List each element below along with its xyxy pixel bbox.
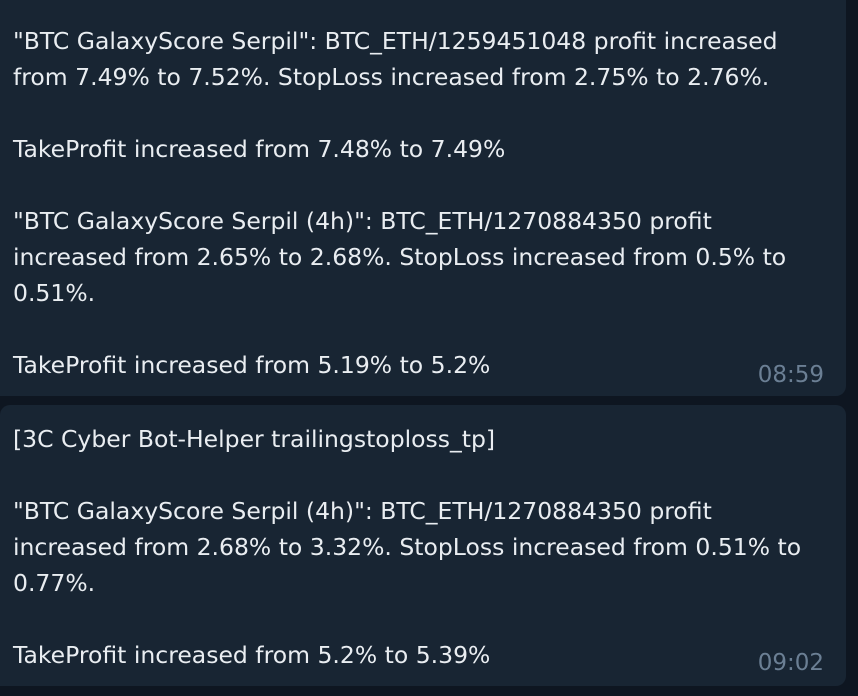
message-text-line: 0.51%. [13, 279, 96, 307]
message-text-line: "BTC GalaxyScore Serpil": BTC_ETH/125945… [13, 27, 778, 55]
message-text-line: increased from 2.65% to 2.68%. StopLoss … [13, 243, 787, 271]
message-text-line: 0.77%. [13, 569, 96, 597]
message-bubble[interactable]: [3C Cyber Bot-Helper trailingstoploss_tp… [0, 405, 846, 686]
message-bubble[interactable]: "BTC GalaxyScore Serpil": BTC_ETH/125945… [0, 0, 846, 396]
chat-background-edge [846, 0, 858, 696]
message-text-line: "BTC GalaxyScore Serpil (4h)": BTC_ETH/1… [13, 207, 712, 235]
message-blank-line [13, 95, 806, 131]
message-blank-line [13, 311, 806, 347]
message-blank-line [13, 457, 806, 493]
message-text-line: from 7.49% to 7.52%. StopLoss increased … [13, 63, 770, 91]
message-timestamp: 08:59 [757, 362, 824, 388]
message-text-line: TakeProfit increased from 5.19% to 5.2% [13, 351, 491, 379]
message-text-line: [3C Cyber Bot-Helper trailingstoploss_tp… [13, 425, 496, 453]
message-blank-line [13, 167, 806, 203]
message-blank-line [13, 601, 806, 637]
message-text-line: increased from 2.68% to 3.32%. StopLoss … [13, 533, 802, 561]
message-text-line: TakeProfit increased from 7.48% to 7.49% [13, 135, 506, 163]
message-text-line: "BTC GalaxyScore Serpil (4h)": BTC_ETH/1… [13, 497, 712, 525]
message-timestamp: 09:02 [757, 650, 824, 676]
message-text-line: TakeProfit increased from 5.2% to 5.39% [13, 641, 491, 669]
